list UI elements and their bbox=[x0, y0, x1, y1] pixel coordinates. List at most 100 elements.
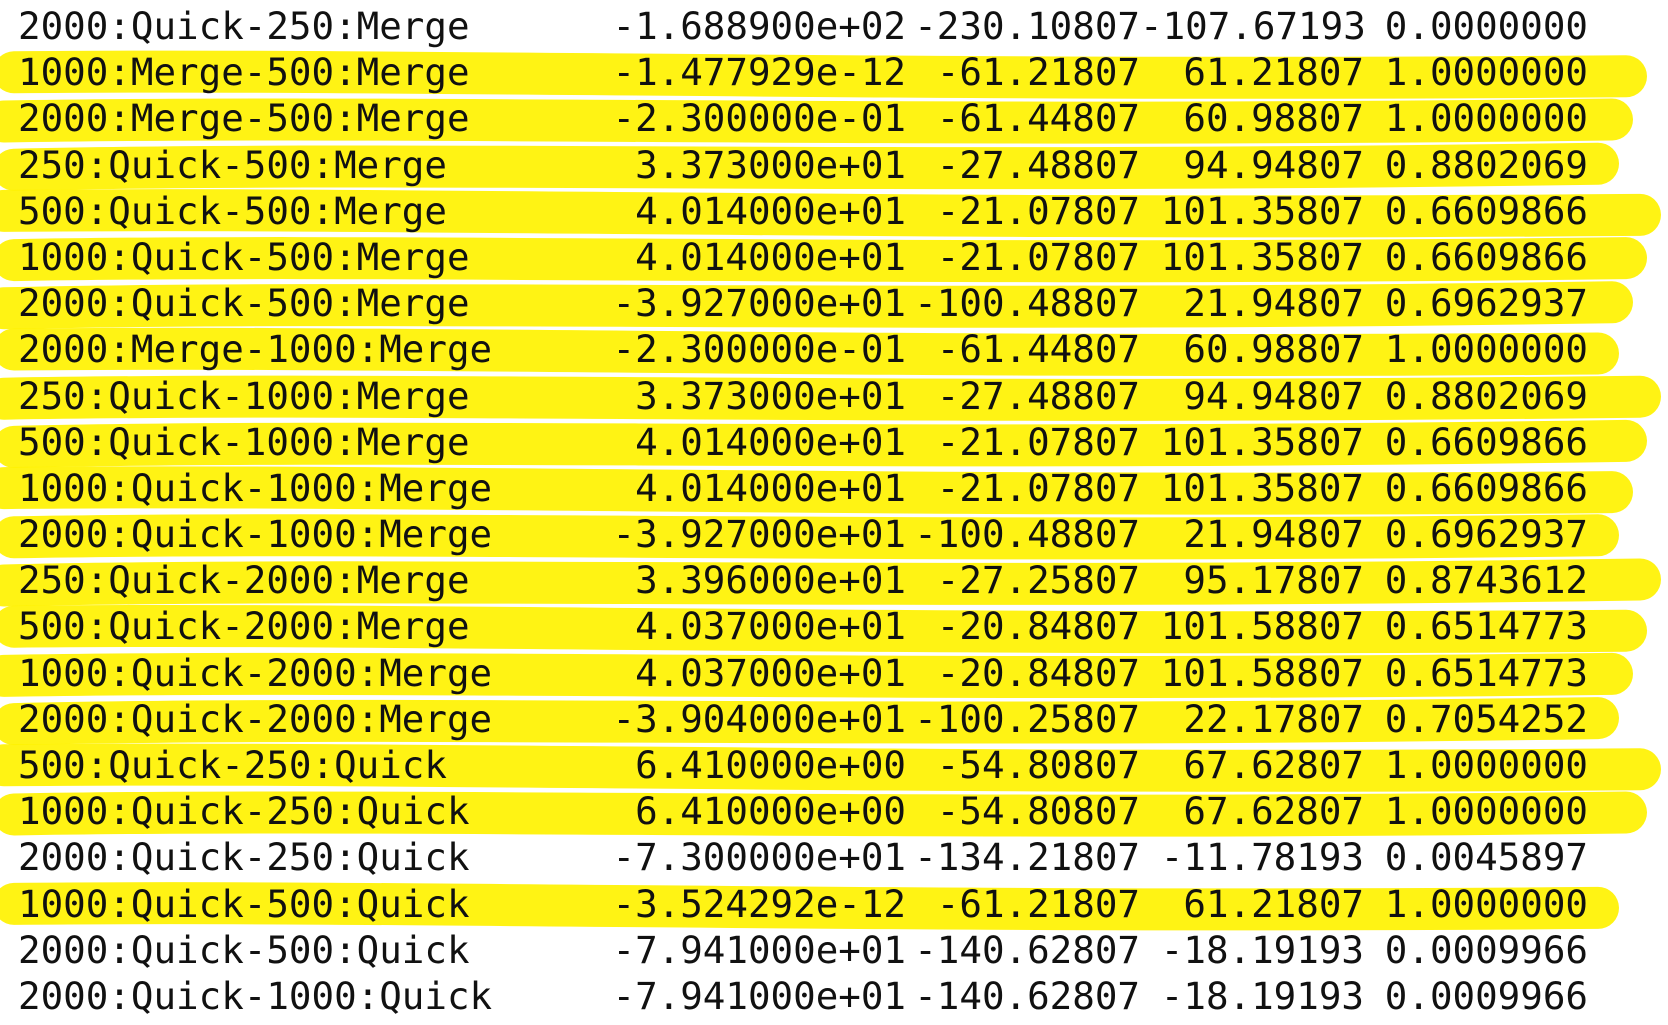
cell-label: 1000:Quick-500:Merge bbox=[18, 234, 470, 279]
cell-diff: 4.014000e+01 bbox=[635, 234, 906, 279]
cell-label: 250:Quick-1000:Merge bbox=[18, 373, 470, 418]
table-row: 2000:Quick-500:Quick -7.941000e+01 -140.62… bbox=[18, 927, 1588, 973]
cell-padj: 0.6609866 bbox=[1384, 188, 1588, 233]
cell-padj: 0.0009966 bbox=[1384, 973, 1588, 1018]
cell-diff: -1.688900e+02 bbox=[612, 4, 907, 48]
cell-lwr: -140.62807 bbox=[914, 973, 1140, 1018]
table-row: 1000:Quick-500:Quick -3.524292e-12 -61.218… bbox=[18, 881, 1588, 927]
highlight-stroke bbox=[0, 514, 1619, 560]
table-row: 250:Quick-1000:Merge 3.373000e+01 -27.4880… bbox=[18, 373, 1588, 419]
cell-upr: -11.78193 bbox=[1160, 835, 1364, 880]
table-row: 2000:Quick-1000:Merge -3.927000e+01 -100.4… bbox=[18, 511, 1588, 557]
cell-lwr: -61.44807 bbox=[936, 327, 1140, 372]
cell-upr: 60.98807 bbox=[1183, 327, 1364, 372]
cell-diff: 4.014000e+01 bbox=[635, 465, 906, 510]
table-row: 2000:Quick-1000:Quick -7.941000e+01 -140.6… bbox=[18, 973, 1588, 1019]
cell-upr: 101.58807 bbox=[1160, 650, 1364, 695]
cell-padj: 0.7054252 bbox=[1384, 696, 1588, 741]
cell-upr: 60.98807 bbox=[1183, 96, 1364, 141]
cell-diff: 3.373000e+01 bbox=[635, 373, 906, 418]
highlight-stroke bbox=[0, 98, 1633, 144]
cell-diff: -1.477929e-12 bbox=[612, 50, 907, 95]
cell-padj: 1.0000000 bbox=[1384, 96, 1588, 141]
cell-padj: 1.0000000 bbox=[1384, 881, 1588, 926]
highlight-stroke bbox=[0, 237, 1647, 283]
cell-label: 2000:Merge-500:Merge bbox=[18, 96, 470, 141]
cell-lwr: -100.48807 bbox=[914, 512, 1140, 557]
highlight-stroke bbox=[0, 327, 1619, 377]
cell-lwr: -27.48807 bbox=[936, 142, 1140, 187]
cell-padj: 0.6609866 bbox=[1384, 234, 1588, 279]
cell-lwr: -21.07807 bbox=[936, 234, 1140, 279]
table-row: 250:Quick-2000:Merge 3.396000e+01 -27.2580… bbox=[18, 557, 1588, 603]
cell-lwr: -100.48807 bbox=[914, 281, 1140, 326]
cell-upr: 61.21807 bbox=[1183, 50, 1364, 95]
highlight-stroke bbox=[0, 419, 1647, 468]
cell-lwr: -140.62807 bbox=[914, 927, 1140, 972]
cell-padj: 1.0000000 bbox=[1384, 743, 1588, 787]
cell-lwr: -134.21807 bbox=[914, 835, 1140, 880]
cell-upr: 94.94807 bbox=[1183, 142, 1364, 187]
cell-diff: 6.410000e+00 bbox=[635, 789, 906, 834]
cell-label: 2000:Quick-500:Merge bbox=[18, 281, 470, 326]
cell-upr: 95.17807 bbox=[1183, 558, 1364, 603]
table-row: 2000:Quick-500:Merge -3.927000e+01 -100.48… bbox=[18, 280, 1588, 326]
cell-upr: 94.94807 bbox=[1183, 373, 1364, 418]
tukey-results-table: 2000:Quick-250:Merge -1.688900e+02 -230.10… bbox=[18, 3, 1588, 1019]
cell-label: 1000:Quick-2000:Merge bbox=[18, 650, 493, 695]
cell-padj: 1.0000000 bbox=[1384, 50, 1588, 95]
cell-diff: -3.524292e-12 bbox=[612, 881, 907, 926]
cell-diff: -3.904000e+01 bbox=[612, 696, 907, 741]
cell-upr: 21.94807 bbox=[1183, 281, 1364, 326]
cell-label: 250:Quick-500:Merge bbox=[18, 142, 447, 187]
highlight-stroke bbox=[0, 142, 1619, 191]
cell-padj: 1.0000000 bbox=[1384, 789, 1588, 834]
cell-padj: 0.6514773 bbox=[1384, 604, 1588, 649]
cell-lwr: -230.10807 bbox=[914, 4, 1140, 48]
cell-diff: 6.410000e+00 bbox=[635, 743, 906, 787]
cell-padj: 0.8802069 bbox=[1384, 142, 1588, 187]
cell-upr: 101.35807 bbox=[1160, 188, 1364, 233]
cell-diff: -7.941000e+01 bbox=[612, 973, 907, 1018]
table-row: 2000:Merge-500:Merge -2.300000e-01 -61.448… bbox=[18, 95, 1588, 141]
cell-lwr: -54.80807 bbox=[936, 743, 1140, 787]
table-row: 1000:Quick-250:Quick 6.410000e+00 -54.8080… bbox=[18, 788, 1588, 834]
cell-padj: 0.6962937 bbox=[1384, 512, 1588, 557]
table-row: 500:Quick-500:Merge 4.014000e+01 -21.07807… bbox=[18, 188, 1588, 234]
cell-label: 1000:Quick-1000:Merge bbox=[18, 465, 493, 510]
cell-upr: -18.19193 bbox=[1160, 927, 1364, 972]
cell-label: 500:Quick-250:Quick bbox=[18, 743, 447, 787]
table-row: 500:Quick-2000:Merge 4.037000e+01 -20.8480… bbox=[18, 603, 1588, 649]
cell-padj: 0.0000000 bbox=[1384, 4, 1588, 48]
cell-label: 2000:Quick-250:Quick bbox=[18, 835, 470, 880]
cell-label: 2000:Quick-500:Quick bbox=[18, 927, 470, 972]
table-row: 500:Quick-250:Quick 6.410000e+00 -54.80807… bbox=[18, 742, 1588, 788]
cell-diff: -3.927000e+01 bbox=[612, 281, 907, 326]
cell-label: 500:Quick-1000:Merge bbox=[18, 419, 470, 464]
cell-label: 250:Quick-2000:Merge bbox=[18, 558, 470, 603]
cell-upr: 101.35807 bbox=[1160, 465, 1364, 510]
cell-label: 1000:Quick-500:Quick bbox=[18, 881, 470, 926]
cell-diff: -2.300000e-01 bbox=[612, 96, 907, 141]
cell-upr: 101.35807 bbox=[1160, 419, 1364, 464]
table-row: 1000:Quick-2000:Merge 4.037000e+01 -20.848… bbox=[18, 650, 1588, 696]
table-row: 2000:Merge-1000:Merge -2.300000e-01 -61.44… bbox=[18, 326, 1588, 372]
cell-lwr: -27.48807 bbox=[936, 373, 1140, 418]
cell-lwr: -61.21807 bbox=[936, 50, 1140, 95]
cell-padj: 0.6962937 bbox=[1384, 281, 1588, 326]
cell-padj: 0.6609866 bbox=[1384, 419, 1588, 464]
table-row: 2000:Quick-250:Merge -1.688900e+02 -230.10… bbox=[18, 3, 1588, 49]
highlight-stroke bbox=[0, 791, 1647, 837]
cell-diff: 3.373000e+01 bbox=[635, 142, 906, 187]
cell-lwr: -61.44807 bbox=[936, 96, 1140, 141]
cell-label: 2000:Quick-1000:Merge bbox=[18, 512, 493, 557]
cell-upr: 67.62807 bbox=[1183, 743, 1364, 787]
cell-padj: 0.0045897 bbox=[1384, 835, 1588, 880]
cell-upr: -18.19193 bbox=[1160, 973, 1364, 1018]
cell-lwr: -54.80807 bbox=[936, 789, 1140, 834]
highlight-stroke bbox=[0, 375, 1661, 421]
cell-lwr: -21.07807 bbox=[936, 465, 1140, 510]
highlight-stroke bbox=[0, 558, 1661, 607]
table-row: 1000:Merge-500:Merge -1.477929e-12 -61.218… bbox=[18, 49, 1588, 95]
